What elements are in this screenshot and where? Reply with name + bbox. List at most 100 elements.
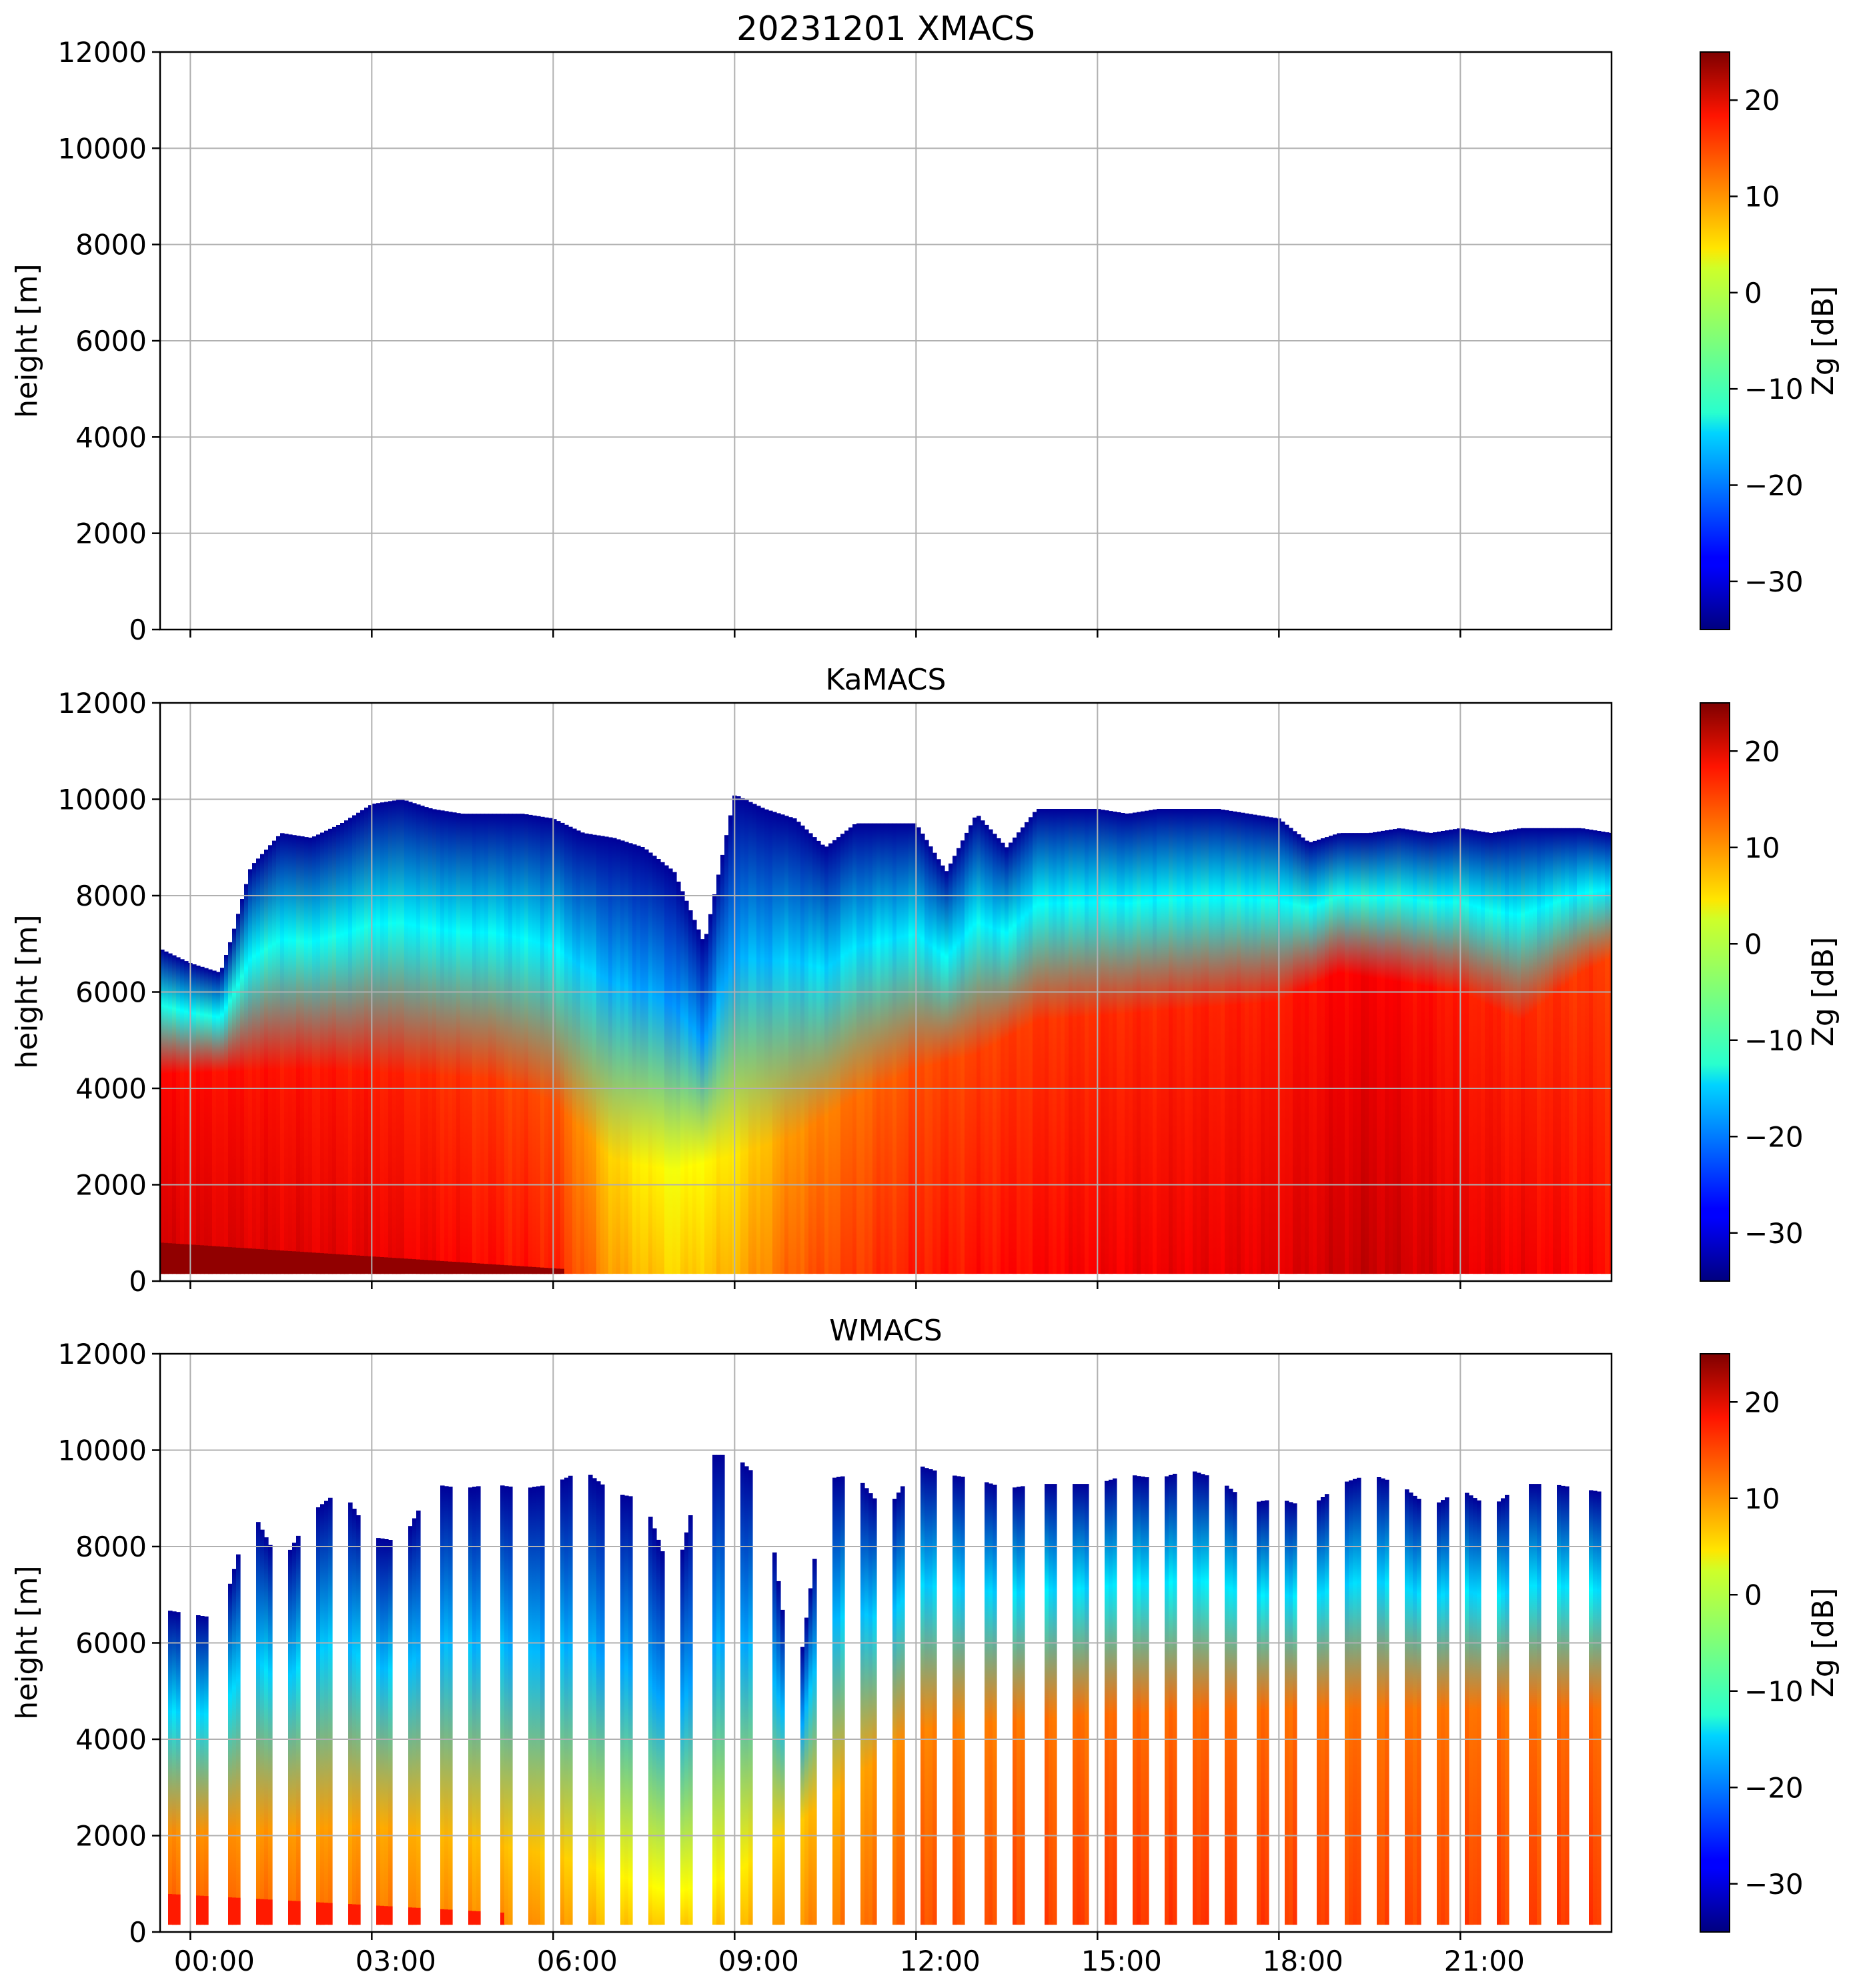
cloud-column: [488, 814, 493, 1274]
surface-band: [376, 1905, 381, 1925]
surface-band: [172, 1243, 177, 1274]
colorbar: 20 10 0 −10 −20 −30 Zg [dB]: [1700, 51, 1840, 630]
cloud-column: [388, 1540, 393, 1925]
cloud-column: [1353, 833, 1357, 1274]
x-tick-label: 12:00: [900, 1945, 981, 1977]
surface-band: [228, 1247, 233, 1274]
cloud-column: [1345, 1481, 1349, 1925]
cloud-column: [933, 852, 937, 1274]
cloud-column: [696, 929, 701, 1274]
cloud-column: [844, 830, 849, 1274]
y-tick-label: 12000: [57, 1338, 147, 1370]
cloud-column: [1437, 832, 1441, 1274]
surface-band: [404, 1258, 409, 1274]
cloud-column: [812, 837, 817, 1274]
y-axis: 0 2000 4000 6000 8000 10000 12000: [57, 1338, 160, 1949]
cloud-column: [512, 814, 517, 1274]
cloud-column: [1081, 809, 1085, 1274]
cloud-column: [928, 1469, 933, 1925]
cloud-column: [636, 846, 641, 1274]
surface-band: [520, 1266, 525, 1274]
surface-band: [444, 1261, 449, 1274]
cloud-column: [1413, 830, 1417, 1274]
surface-band: [372, 1256, 377, 1274]
cloud-column: [204, 1616, 209, 1925]
y-tick-label: 4000: [75, 1723, 147, 1756]
cloud-column: [476, 1486, 481, 1925]
surface-band: [484, 1264, 489, 1274]
cloud-column: [1469, 830, 1473, 1274]
cloud-column: [588, 1474, 593, 1925]
cloud-column: [1477, 1500, 1481, 1925]
cloud-column: [1593, 1490, 1598, 1925]
surface-band: [280, 1250, 285, 1274]
cloud-column: [1145, 1477, 1149, 1925]
cloud-column: [985, 1482, 989, 1925]
cloud-column: [920, 1466, 925, 1925]
surface-band: [268, 1899, 273, 1925]
cloud-column: [1113, 812, 1117, 1274]
cloud-column: [184, 961, 189, 1274]
surface-band: [284, 1250, 289, 1274]
cloud-column: [592, 1478, 597, 1925]
cloud-column: [472, 814, 477, 1274]
cloud-column: [716, 874, 721, 1274]
cloud-column: [548, 818, 553, 1274]
surface-band: [380, 1905, 385, 1925]
cloud-column: [953, 1475, 957, 1925]
surface-band: [168, 1894, 173, 1925]
surface-band: [468, 1262, 473, 1274]
cloud-column: [892, 1499, 897, 1925]
cloud-column: [1137, 812, 1141, 1274]
surface-band: [412, 1907, 417, 1925]
cloud-column: [1393, 829, 1397, 1274]
cloud-column: [924, 840, 929, 1274]
colorbar-tick-label: −10: [1744, 1675, 1804, 1708]
cloud-column: [1193, 809, 1197, 1274]
x-tick-label: 00:00: [174, 1945, 255, 1977]
surface-band: [328, 1253, 333, 1274]
cloud-column: [720, 1454, 725, 1925]
cloud-column: [1501, 1498, 1505, 1925]
y-tick-label: 12000: [57, 36, 147, 69]
cloud-column: [200, 1616, 205, 1925]
cloud-column: [1397, 828, 1401, 1274]
surface-band: [420, 1259, 425, 1274]
cloud-column: [572, 828, 577, 1274]
cloud-column: [1449, 830, 1453, 1274]
cloud-column: [1197, 809, 1201, 1274]
cloud-column: [508, 814, 513, 1274]
cloud-column: [832, 1477, 837, 1925]
surface-band: [328, 1903, 333, 1925]
cloud-column: [1349, 1480, 1353, 1925]
surface-band: [276, 1250, 281, 1274]
cloud-column: [528, 814, 533, 1274]
cloud-column: [1585, 829, 1590, 1274]
cloud-column: [864, 1488, 869, 1925]
cloud-column: [1237, 812, 1241, 1274]
cloud-column: [652, 856, 657, 1274]
cloud-column: [1445, 1497, 1449, 1925]
surface-band: [464, 1262, 469, 1274]
cloud-column: [1141, 1476, 1145, 1925]
surface-band: [440, 1260, 445, 1274]
cloud-column: [876, 823, 881, 1274]
cloud-column: [1133, 1475, 1137, 1925]
cloud-column: [1409, 1493, 1413, 1925]
cloud-column: [800, 1647, 805, 1925]
surface-band: [548, 1268, 553, 1274]
surface-band: [492, 1264, 497, 1274]
surface-band: [364, 1256, 369, 1274]
cloud-column: [1325, 1494, 1329, 1925]
cloud-column: [1421, 832, 1425, 1274]
cloud-column: [912, 823, 917, 1274]
cloud-column: [896, 1493, 901, 1925]
cloud-column: [1293, 831, 1297, 1274]
cloud-column: [600, 836, 605, 1274]
cloud-column: [1005, 847, 1009, 1274]
cloud-column: [892, 823, 897, 1274]
cloud-column: [1021, 1486, 1025, 1925]
cloud-column: [800, 825, 805, 1274]
surface-band: [268, 1250, 273, 1274]
